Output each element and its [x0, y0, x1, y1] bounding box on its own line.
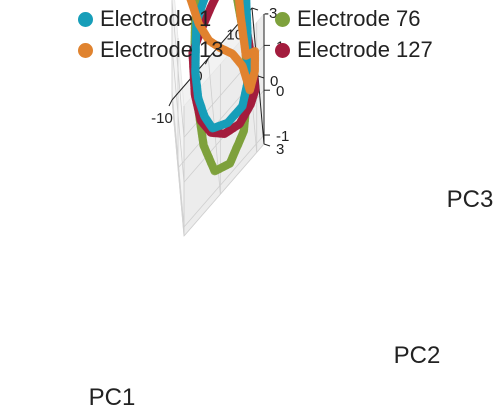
legend-item-electrode-76: Electrode 76: [275, 6, 421, 32]
grid-line-z: [171, 1, 185, 138]
x-axis-label: PC1: [89, 384, 136, 409]
legend-marker-electrode-76: [275, 11, 290, 27]
chart-legend: Electrode 1 Electrode 76 Electrode 13 El…: [0, 0, 499, 70]
legend-label-electrode-1: Electrode 1: [100, 6, 212, 31]
y-tick-mark: [263, 143, 271, 147]
y-tick-label: 0: [270, 73, 278, 90]
y-axis-label: PC2: [394, 342, 441, 369]
legend-item-electrode-1: Electrode 1: [78, 6, 211, 32]
grid-line-z: [171, 46, 185, 183]
legend-label-electrode-127: Electrode 127: [297, 37, 433, 62]
y-tick-label: 3: [276, 141, 284, 158]
legend-marker-electrode-127: [275, 42, 290, 58]
legend-item-electrode-127: Electrode 127: [275, 37, 433, 63]
legend-label-electrode-76: Electrode 76: [297, 6, 421, 31]
x-tick-mark: [168, 99, 173, 107]
x-tick-mark: [204, 57, 209, 65]
y-tick-mark: [257, 75, 265, 79]
grid-line-z: [171, 90, 185, 228]
z-tick-label: 0: [276, 83, 284, 100]
z-tick-label: -1: [276, 128, 289, 145]
data-point: [212, 0, 219, 2]
z-axis-label: PC3: [447, 186, 494, 213]
legend-label-electrode-13: Electrode 13: [100, 37, 224, 62]
legend-item-electrode-13: Electrode 13: [78, 37, 224, 63]
data-point: [186, 0, 196, 5]
series-electrode-13: [186, 0, 260, 95]
grid-line-y: [183, 143, 265, 237]
x-tick-label: -10: [151, 110, 173, 127]
data-point: [201, 0, 209, 2]
grid-line-z: [183, 134, 265, 228]
legend-marker-electrode-1: [78, 11, 93, 27]
y-tick-mark: [251, 7, 259, 11]
legend-marker-electrode-13: [78, 42, 93, 58]
y-tick-label: -3: [264, 5, 277, 22]
